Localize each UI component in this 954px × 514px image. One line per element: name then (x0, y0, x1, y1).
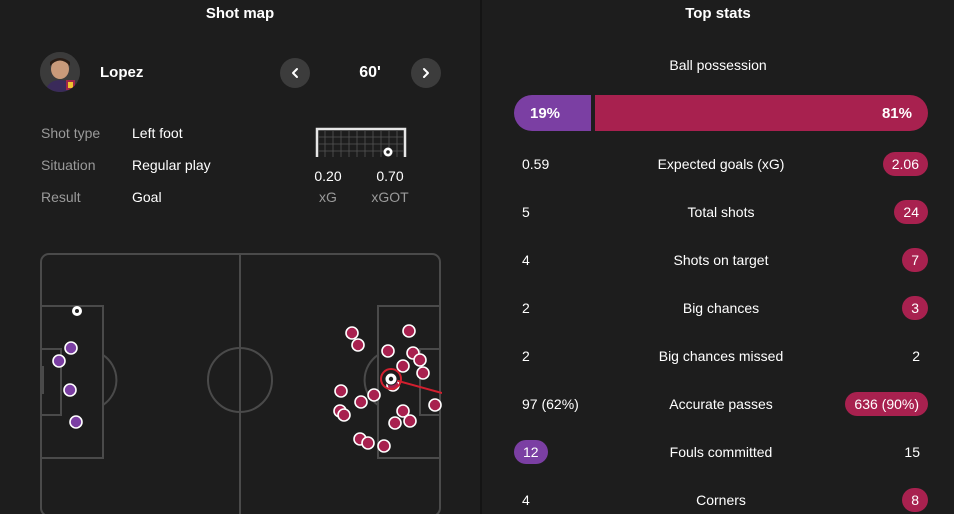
stat-home-value: 5 (522, 204, 530, 220)
stat-label: Shots on target (673, 252, 769, 268)
away-shot-marker[interactable] (345, 326, 359, 340)
stat-away-value: 15 (904, 444, 920, 460)
panel-divider (480, 0, 482, 514)
chevron-left-icon (292, 68, 298, 78)
away-shot-marker[interactable] (402, 324, 416, 338)
stat-away-value: 7 (902, 248, 928, 272)
away-shot-marker[interactable] (334, 384, 348, 398)
shot-type-value: Left foot (132, 125, 183, 141)
xg-label: xG (319, 189, 337, 205)
stat-row: Fouls committed 12 15 (514, 440, 928, 466)
stat-away-value: 8 (902, 488, 928, 512)
possession-home: 19% (514, 95, 591, 131)
away-shot-marker[interactable] (388, 416, 402, 430)
stat-row: Corners 4 8 (514, 488, 928, 514)
stat-home-value: 4 (522, 492, 530, 508)
shot-map-panel: Shot map Lopez 60' Shot type Left foot S… (40, 5, 442, 514)
stat-away-value: 24 (894, 200, 928, 224)
stat-label: Corners (696, 492, 746, 508)
away-goal-area (419, 348, 441, 416)
stat-label: Total shots (687, 204, 755, 220)
stat-row: Expected goals (xG) 0.59 2.06 (514, 152, 928, 178)
away-shot-marker[interactable] (361, 436, 375, 450)
away-shot-marker[interactable] (377, 439, 391, 453)
xgot-label: xGOT (371, 189, 409, 205)
possession-bar: 19% 81% (514, 95, 928, 131)
stat-row: Big chances missed 2 2 (514, 344, 928, 370)
away-shot-marker[interactable] (413, 353, 427, 367)
away-shot-marker[interactable] (396, 359, 410, 373)
top-stats-title: Top stats (685, 5, 751, 22)
ball-pattern (75, 309, 79, 313)
away-shot-marker[interactable] (428, 398, 442, 412)
possession-label: Ball possession (669, 57, 767, 73)
home-shot-marker[interactable] (64, 341, 78, 355)
stat-away-value: 2.06 (882, 152, 928, 176)
stat-row: Total shots 5 24 (514, 200, 928, 226)
away-shot-marker[interactable] (396, 404, 410, 418)
selected-shot-trajectory (390, 378, 442, 394)
center-circle (207, 347, 273, 413)
stat-away-value: 3 (902, 296, 928, 320)
shot-type-label: Shot type (41, 125, 101, 141)
stat-home-value: 97 (62%) (522, 396, 579, 412)
stat-away-value: 636 (90%) (845, 392, 928, 416)
away-shot-marker[interactable] (403, 414, 417, 428)
situation-label: Situation (41, 157, 96, 173)
chevron-right-icon (423, 68, 429, 78)
stat-away-value: 2 (912, 348, 920, 364)
stat-label: Big chances (682, 300, 760, 316)
away-shot-marker[interactable] (337, 408, 351, 422)
stat-label: Big chances missed (658, 348, 784, 364)
top-stats-panel: Top stats Ball possession 19% 81% Expect… (482, 0, 954, 514)
away-shot-marker[interactable] (354, 395, 368, 409)
stat-home-value: 2 (522, 300, 530, 316)
home-penalty-arc (102, 354, 118, 406)
previous-shot-button[interactable] (280, 58, 310, 88)
away-shot-marker[interactable] (351, 338, 365, 352)
situation-value: Regular play (132, 157, 211, 173)
goal-frame-graphic (315, 127, 407, 157)
stat-home-value: 0.59 (522, 156, 550, 172)
ball-pattern (388, 376, 394, 382)
result-value: Goal (132, 189, 162, 205)
result-label: Result (41, 189, 81, 205)
player-avatar (40, 52, 80, 92)
stat-home-value: 12 (514, 440, 548, 464)
xg-value: 0.20 (314, 168, 342, 184)
away-shot-marker[interactable] (367, 388, 381, 402)
stat-row: Big chances 2 3 (514, 296, 928, 322)
home-shot-marker[interactable] (52, 354, 66, 368)
possession-away: 81% (595, 95, 928, 131)
stat-home-value: 2 (522, 348, 530, 364)
home-penalty-area (40, 305, 104, 459)
next-shot-button[interactable] (411, 58, 441, 88)
player-row: Lopez 60' (40, 52, 442, 94)
stat-row: Accurate passes 97 (62%) 636 (90%) (514, 392, 928, 418)
home-shot-marker[interactable] (69, 415, 83, 429)
selected-shot-ring (380, 368, 402, 390)
home-shot-marker[interactable] (63, 383, 77, 397)
player-avatar-image (40, 52, 80, 92)
away-shot-marker[interactable] (416, 366, 430, 380)
stat-label: Fouls committed (669, 444, 773, 460)
stat-home-value: 4 (522, 252, 530, 268)
stat-label: Accurate passes (669, 396, 773, 412)
away-shot-marker[interactable] (381, 344, 395, 358)
pitch-shot-map (40, 253, 442, 514)
stat-row: Shots on target 4 7 (514, 248, 928, 274)
shot-minute: 60' (359, 64, 381, 81)
player-name: Lopez (100, 64, 144, 81)
shot-map-title: Shot map (205, 5, 275, 22)
xgot-value: 0.70 (376, 168, 404, 184)
stat-label: Expected goals (xG) (657, 156, 785, 172)
